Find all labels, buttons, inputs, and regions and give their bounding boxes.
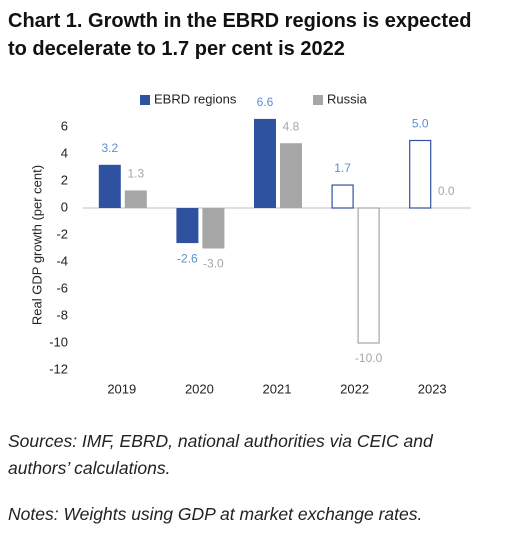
bar [176,208,199,244]
bar [254,118,276,208]
y-tick-label: -4 [56,253,68,268]
bar [409,139,432,209]
y-tick-label: -6 [56,280,68,295]
legend-swatch [140,95,150,105]
notes: Notes: Weights using GDP at market excha… [8,504,422,524]
y-tick-label: -8 [56,307,68,322]
data-label: 4.8 [283,119,300,133]
x-tick-label: 2021 [263,381,292,396]
x-tick-label: 2020 [185,381,214,396]
data-label: 6.6 [257,95,274,109]
legend-swatch [313,95,323,105]
bar [280,143,302,208]
bar [98,164,121,208]
x-tick-label: 2023 [418,381,447,396]
chart-title: Chart 1. Growth in the EBRD regions is e… [8,10,471,60]
y-tick-label: -10 [49,334,68,349]
legend-label: EBRD regions [154,91,237,106]
x-tick-label: 2019 [107,381,136,396]
y-tick-label: 2 [61,172,68,187]
data-label: 3.2 [101,141,118,155]
bar [202,208,225,249]
data-label: -2.6 [177,251,198,265]
y-tick-label: 4 [61,145,68,160]
x-tick-label: 2022 [340,381,369,396]
data-label: 1.3 [127,167,144,181]
y-tick-label: 0 [61,199,68,214]
bar [124,190,147,208]
legend-label: Russia [327,91,368,106]
y-tick-label: -12 [49,361,68,376]
y-axis-title: Real GDP growth (per cent) [29,165,44,325]
y-tick-label: -2 [56,226,68,241]
sources-note: Sources: IMF, EBRD, national authorities… [8,431,434,478]
data-label: -10.0 [355,351,383,365]
bar [331,184,354,209]
data-label: 5.0 [412,117,429,131]
data-label: 1.7 [334,161,351,175]
y-tick-label: 6 [61,118,68,133]
data-label: 0.0 [438,184,455,198]
bar [357,207,380,344]
data-label: -3.0 [203,257,224,271]
